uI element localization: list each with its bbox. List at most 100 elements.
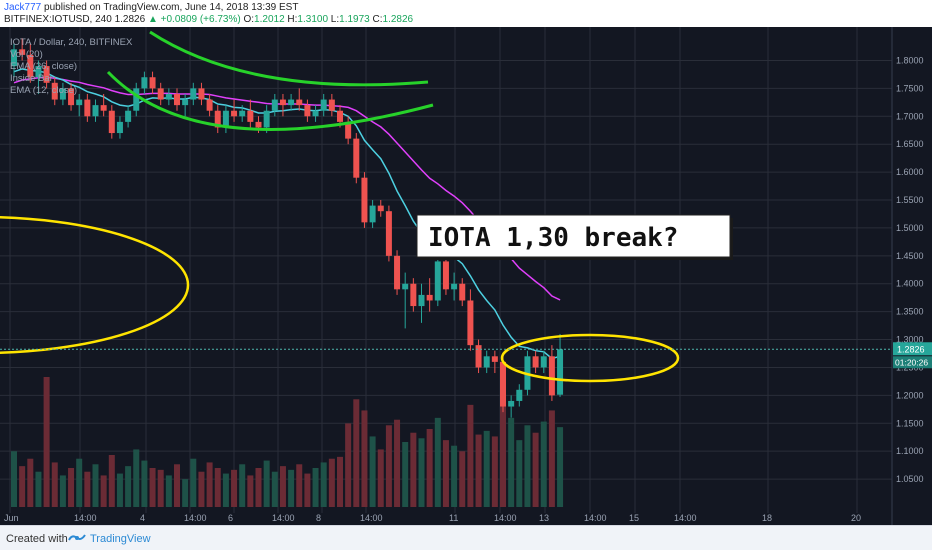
volume-bar <box>92 464 99 507</box>
candle-body <box>320 99 327 111</box>
volume-bar <box>271 471 278 507</box>
volume-bar <box>100 475 107 507</box>
candle-body <box>157 88 164 100</box>
volume-bar <box>442 440 449 507</box>
y-tick-label: 1.5500 <box>896 195 924 205</box>
close-value: 1.2826 <box>382 14 414 25</box>
volume-bar <box>557 427 564 507</box>
candle-body <box>328 99 335 111</box>
volume-bar <box>483 430 490 507</box>
candle-body <box>76 99 83 106</box>
candle-body <box>369 205 376 223</box>
volume-bar <box>239 464 246 507</box>
candle-body <box>27 54 34 78</box>
y-tick-label: 1.6000 <box>896 167 924 177</box>
annotation-text: IOTA 1,30 break? <box>428 223 678 253</box>
open-value: 1.2012 <box>254 14 285 25</box>
price-tag: 1.2826 01:20:26 <box>0 342 932 369</box>
candle-body <box>394 255 401 290</box>
ema-12-line <box>13 68 561 360</box>
legend-entry: EMA (26, close) <box>10 61 77 72</box>
volume-bar <box>255 468 262 507</box>
candle-body <box>288 99 295 106</box>
footer-bar: Created with TradingView <box>0 525 932 550</box>
y-tick-label: 1.1000 <box>896 446 924 456</box>
symbol-name: BITFINEX:IOTUSD, 240 <box>4 14 112 25</box>
x-tick-label: 6 <box>228 513 233 523</box>
y-tick-label: 1.4000 <box>896 279 924 289</box>
candle-body <box>451 283 458 290</box>
candle-body <box>35 66 42 78</box>
yellow-ellipse-left <box>0 216 190 354</box>
ema-lines <box>13 68 561 360</box>
volume-bar <box>51 462 58 507</box>
candle-body <box>149 77 156 89</box>
candle-body <box>214 110 221 128</box>
candle-body <box>500 361 506 407</box>
candle-body <box>255 121 262 128</box>
price-chart[interactable]: IOTA 1,30 break? IOTA / Dollar, 240, BIT… <box>0 27 932 525</box>
candle-body <box>540 356 547 368</box>
x-tick-label: 14:00 <box>360 513 383 523</box>
volume-bar <box>451 445 458 507</box>
volume-bar <box>312 468 319 507</box>
volume-bar <box>459 451 466 507</box>
ema-26-line <box>13 76 561 301</box>
x-tick-label: 14:00 <box>74 513 97 523</box>
volume-bar <box>475 434 482 507</box>
candle-body <box>141 77 148 89</box>
candle-body <box>247 110 254 122</box>
candle-body <box>206 99 213 111</box>
y-tick-label: 1.3000 <box>896 335 924 345</box>
tradingview-brand-link[interactable]: TradingView <box>90 533 151 545</box>
candle-body <box>475 345 482 368</box>
symbol-line: BITFINEX:IOTUSD, 240 1.2826 ▲ +0.0809 (+… <box>4 14 413 25</box>
x-tick-label: 11 <box>449 513 458 523</box>
candle-body <box>377 205 384 212</box>
volume-bar <box>328 458 335 507</box>
volume-bar <box>418 438 425 507</box>
annotation-box: IOTA 1,30 break? <box>416 214 733 260</box>
candle-body <box>116 121 123 134</box>
candles <box>11 38 564 418</box>
volume-bar <box>165 475 172 507</box>
volume-bar <box>214 468 221 507</box>
candle-body <box>271 99 278 111</box>
candle-body <box>508 400 515 407</box>
candle-body <box>459 283 466 301</box>
volume-bar <box>402 442 409 507</box>
price-change: ▲ +0.0809 (+6.73%) <box>147 14 241 25</box>
x-tick-label: 8 <box>316 513 321 523</box>
candle-body <box>353 138 360 178</box>
volume-bar <box>247 475 254 507</box>
candle-body <box>11 49 17 67</box>
y-tick-label: 1.3500 <box>896 307 924 317</box>
y-tick-label: 1.7000 <box>896 111 924 121</box>
tradingview-logo-icon <box>68 534 86 541</box>
volume-bar <box>11 451 17 507</box>
last-price: 1.2826 <box>114 14 146 25</box>
candle-body <box>59 88 66 100</box>
author-link[interactable]: Jack777 <box>4 2 42 13</box>
volume-bar <box>43 377 50 507</box>
volume-bar <box>516 440 523 507</box>
high-value: 1.3100 <box>297 14 329 25</box>
volume-bar <box>68 468 75 507</box>
candle-body <box>182 99 189 106</box>
volume-bar <box>410 432 417 507</box>
volume-bar <box>345 423 352 507</box>
low-value: 1.1973 <box>339 14 370 25</box>
candle-body <box>361 177 368 223</box>
candle-body <box>410 283 417 307</box>
candle-body <box>532 356 539 368</box>
volume-bar <box>76 458 83 507</box>
volume-bar <box>108 455 115 507</box>
candle-body <box>402 283 409 290</box>
legend-entry: EMA (12, close) <box>10 85 77 96</box>
candle-body <box>239 110 246 117</box>
volume-bar <box>434 417 441 507</box>
x-tick-label: 13 <box>539 513 549 523</box>
volume-bar <box>361 410 368 507</box>
